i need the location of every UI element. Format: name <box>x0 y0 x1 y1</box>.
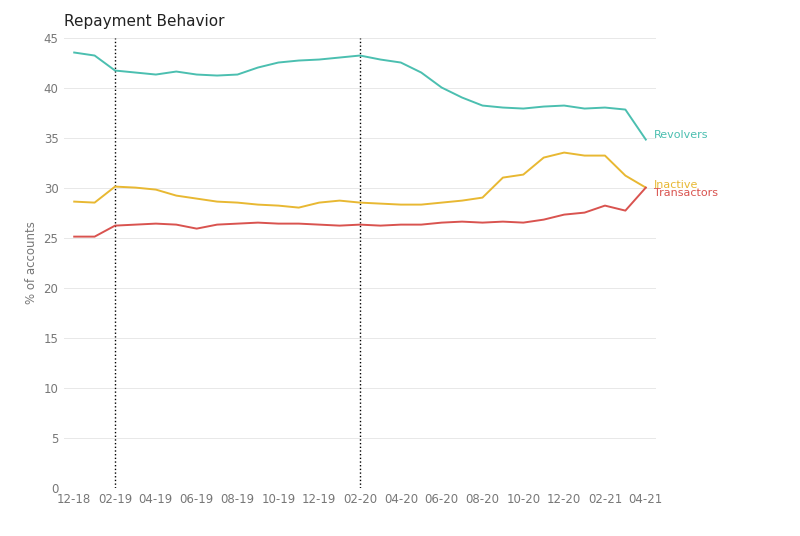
Text: Transactors: Transactors <box>654 188 718 198</box>
Text: Revolvers: Revolvers <box>654 130 709 139</box>
Text: Repayment Behavior: Repayment Behavior <box>64 14 225 29</box>
Text: Inactive: Inactive <box>654 180 698 190</box>
Y-axis label: % of accounts: % of accounts <box>25 221 38 304</box>
